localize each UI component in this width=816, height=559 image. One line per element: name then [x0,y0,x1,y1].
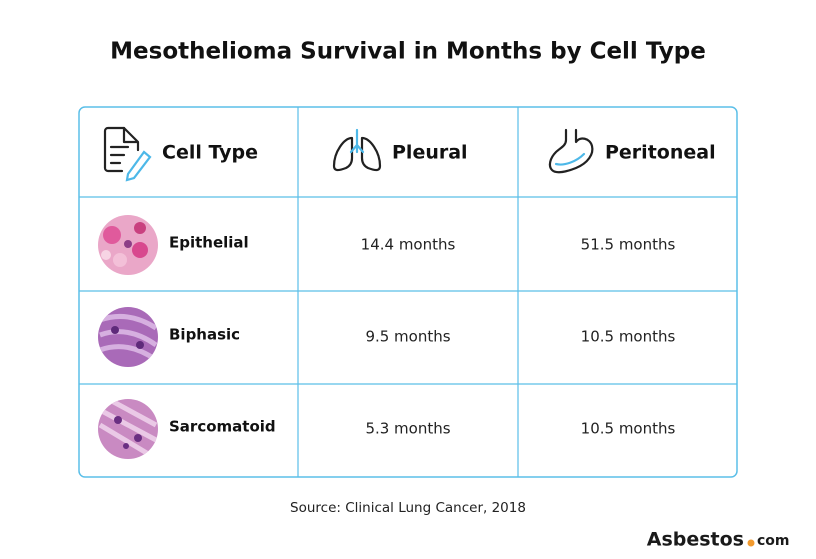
epithelial-image [98,215,158,275]
header-cell: Pleural [392,142,468,164]
document-icon [103,126,152,182]
logo-name: Asbestos [647,529,744,551]
lungs-icon [332,128,382,172]
table-lines [79,107,737,477]
table: Cell Type Pleural Peritoneal [78,106,738,478]
cell: 5.3 months [365,420,450,438]
row-label: Biphasic [169,326,240,344]
logo-dot [747,539,755,547]
cell: 14.4 months [361,236,456,254]
row-label: Sarcomatoid [169,418,276,436]
stomach-icon [548,128,594,174]
logo-suffix: com [757,533,790,549]
biphasic-image [98,307,158,367]
sarcomatoid-image [98,399,158,459]
cell: 10.5 months [581,328,676,346]
cell: 51.5 months [581,236,676,254]
row-label: Epithelial [169,234,249,252]
cell: 9.5 months [365,328,450,346]
header-cell: Peritoneal [605,142,716,164]
source: Source: Clinical Lung Cancer, 2018 [290,500,526,516]
cell: 10.5 months [581,420,676,438]
title: Mesothelioma Survival in Months by Cell … [110,39,706,65]
logo: Asbestos com [647,529,790,551]
header-cell: Cell Type [162,142,258,164]
